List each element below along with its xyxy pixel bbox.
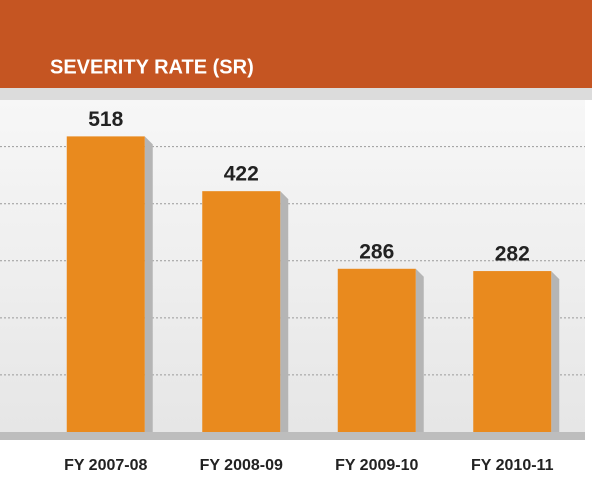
x-tick-label: FY 2010-11 [471, 457, 554, 474]
baseline [0, 432, 585, 440]
header-band [0, 0, 592, 88]
bar-shadow [280, 191, 289, 432]
bar [202, 191, 281, 432]
value-label: 286 [359, 240, 394, 263]
bar [337, 268, 416, 432]
value-label: 422 [224, 163, 259, 186]
bar-shadow [415, 268, 424, 432]
x-tick-label: FY 2009-10 [335, 457, 418, 474]
bar [473, 271, 552, 432]
value-label: 282 [495, 243, 530, 266]
chart-title: SEVERITY RATE (SR) [50, 56, 254, 78]
x-tick-label: FY 2008-09 [200, 457, 283, 474]
value-label: 518 [88, 108, 123, 131]
bar [66, 136, 145, 432]
header-strip [0, 88, 592, 100]
bar-shadow [551, 271, 560, 432]
bar-shadow [144, 136, 153, 432]
x-tick-label: FY 2007-08 [64, 457, 147, 474]
